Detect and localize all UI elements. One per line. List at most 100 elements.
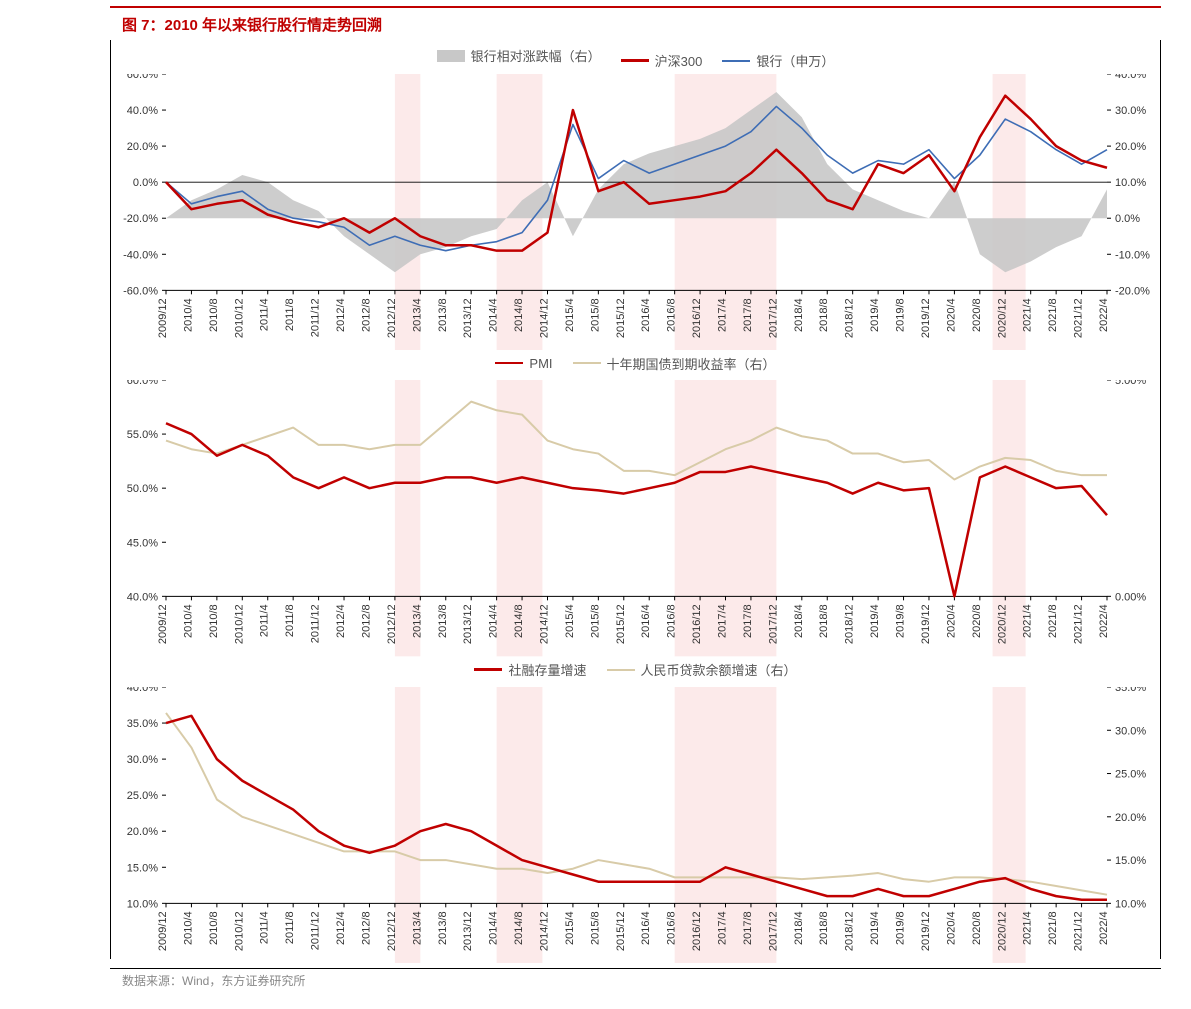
x-tick-label: 2017/8 bbox=[742, 605, 754, 639]
series-tsf bbox=[166, 716, 1107, 900]
x-tick-label: 2011/8 bbox=[284, 911, 296, 944]
x-tick-label: 2020/8 bbox=[971, 298, 983, 332]
x-tick-label: 2022/4 bbox=[1098, 298, 1110, 332]
figure-title: 图 7：2010 年以来银行股行情走势回溯 bbox=[122, 14, 382, 35]
y-right-tick-label: 5.00% bbox=[1115, 380, 1146, 387]
x-tick-label: 2013/8 bbox=[437, 605, 449, 639]
x-tick-label: 2016/12 bbox=[691, 298, 703, 338]
x-tick-label: 2010/12 bbox=[233, 911, 245, 951]
x-tick-label: 2018/8 bbox=[818, 298, 830, 332]
chart-panel-3: 社融存量增速人民币贷款余额增速（右）10.0%15.0%20.0%25.0%30… bbox=[111, 653, 1160, 959]
y-left-tick-label: 60.0% bbox=[127, 380, 158, 387]
x-tick-label: 2016/8 bbox=[666, 298, 678, 332]
legend-item: 银行相对涨跌幅（右） bbox=[437, 46, 601, 65]
x-tick-label: 2015/8 bbox=[589, 911, 601, 945]
y-left-tick-label: 20.0% bbox=[127, 826, 158, 838]
x-tick-label: 2017/12 bbox=[767, 605, 779, 645]
y-right-tick-label: -20.0% bbox=[1115, 285, 1150, 297]
x-tick-label: 2010/12 bbox=[233, 605, 245, 645]
x-tick-label: 2019/8 bbox=[895, 911, 907, 945]
y-right-tick-label: 40.0% bbox=[1115, 74, 1146, 81]
x-tick-label: 2013/4 bbox=[411, 911, 423, 945]
x-tick-label: 2014/8 bbox=[513, 911, 525, 945]
y-left-tick-label: 45.0% bbox=[127, 538, 158, 550]
x-tick-label: 2011/4 bbox=[259, 605, 271, 638]
x-tick-label: 2020/8 bbox=[971, 911, 983, 945]
x-tick-label: 2019/4 bbox=[869, 911, 881, 945]
figure-container: 图 7：2010 年以来银行股行情走势回溯 银行相对涨跌幅（右） 沪深300 银行（… bbox=[0, 0, 1191, 1009]
x-tick-label: 2014/12 bbox=[538, 911, 550, 951]
y-left-tick-label: 40.0% bbox=[127, 105, 158, 117]
legend-label: 银行（申万） bbox=[756, 51, 834, 70]
x-tick-label: 2013/4 bbox=[411, 298, 423, 332]
x-tick-label: 2014/8 bbox=[513, 605, 525, 639]
x-tick-label: 2012/4 bbox=[335, 605, 347, 639]
legend-item: 人民币贷款余额增速（右） bbox=[607, 660, 797, 679]
x-tick-label: 2019/8 bbox=[895, 298, 907, 332]
x-tick-label: 2010/4 bbox=[182, 298, 194, 332]
x-tick-label: 2011/12 bbox=[310, 298, 322, 337]
x-tick-label: 2013/12 bbox=[462, 911, 474, 951]
y-right-tick-label: 20.0% bbox=[1115, 811, 1146, 823]
x-tick-label: 2016/4 bbox=[640, 298, 652, 332]
x-tick-label: 2015/12 bbox=[615, 605, 627, 645]
y-left-tick-label: 55.0% bbox=[127, 429, 158, 441]
x-tick-label: 2011/8 bbox=[284, 605, 296, 638]
x-tick-label: 2010/8 bbox=[208, 911, 220, 945]
x-tick-label: 2010/4 bbox=[182, 605, 194, 639]
x-tick-label: 2013/4 bbox=[411, 605, 423, 639]
y-left-tick-label: 40.0% bbox=[127, 687, 158, 694]
y-left-tick-label: -60.0% bbox=[123, 285, 158, 297]
x-tick-label: 2021/12 bbox=[1073, 605, 1085, 645]
x-tick-label: 2021/4 bbox=[1022, 298, 1034, 332]
x-tick-label: 2016/8 bbox=[666, 605, 678, 639]
x-tick-label: 2010/8 bbox=[208, 298, 220, 332]
x-tick-label: 2011/12 bbox=[310, 605, 322, 644]
y-right-tick-label: 10.0% bbox=[1115, 177, 1146, 189]
x-tick-label: 2014/4 bbox=[488, 605, 500, 639]
x-tick-label: 2018/12 bbox=[844, 911, 856, 951]
x-tick-label: 2022/4 bbox=[1098, 605, 1110, 639]
x-tick-label: 2016/4 bbox=[640, 605, 652, 639]
x-tick-label: 2011/8 bbox=[284, 298, 296, 331]
header-rule bbox=[110, 6, 1161, 8]
x-tick-label: 2015/12 bbox=[615, 298, 627, 338]
chart-frame: 银行相对涨跌幅（右）沪深300银行（申万）-60.0%-40.0%-20.0%0… bbox=[110, 40, 1161, 959]
series-bond bbox=[166, 402, 1107, 480]
x-tick-label: 2015/8 bbox=[589, 605, 601, 639]
x-tick-label: 2020/4 bbox=[945, 298, 957, 332]
legend-swatch-line bbox=[607, 669, 635, 671]
legend-item: 沪深300 bbox=[621, 51, 703, 70]
y-right-tick-label: 20.0% bbox=[1115, 141, 1146, 153]
x-tick-label: 2011/4 bbox=[259, 298, 271, 331]
x-tick-label: 2009/12 bbox=[157, 911, 169, 951]
x-tick-label: 2021/8 bbox=[1047, 298, 1059, 332]
x-tick-label: 2015/4 bbox=[564, 298, 576, 332]
x-tick-label: 2014/8 bbox=[513, 298, 525, 332]
plot-svg: 40.0%45.0%50.0%55.0%60.0%0.00%5.00%2009/… bbox=[111, 380, 1162, 656]
x-tick-label: 2012/12 bbox=[386, 911, 398, 951]
x-tick-label: 2021/4 bbox=[1022, 605, 1034, 639]
x-tick-label: 2015/8 bbox=[589, 298, 601, 332]
x-tick-label: 2019/12 bbox=[920, 605, 932, 645]
y-left-tick-label: 10.0% bbox=[127, 898, 158, 910]
x-tick-label: 2012/4 bbox=[335, 298, 347, 332]
x-tick-label: 2010/4 bbox=[182, 911, 194, 945]
y-left-tick-label: 35.0% bbox=[127, 718, 158, 730]
y-left-tick-label: 30.0% bbox=[127, 754, 158, 766]
x-tick-label: 2012/8 bbox=[360, 605, 372, 639]
x-tick-label: 2020/4 bbox=[945, 911, 957, 945]
x-tick-label: 2019/12 bbox=[920, 911, 932, 951]
y-right-tick-label: 30.0% bbox=[1115, 105, 1146, 117]
x-tick-label: 2014/12 bbox=[538, 605, 550, 645]
x-tick-label: 2021/4 bbox=[1022, 911, 1034, 945]
y-left-tick-label: 0.0% bbox=[133, 177, 158, 189]
x-tick-label: 2012/8 bbox=[360, 911, 372, 945]
x-tick-label: 2011/12 bbox=[310, 911, 322, 950]
x-tick-label: 2020/12 bbox=[996, 605, 1008, 645]
chart-panel-2: PMI十年期国债到期收益率（右）40.0%45.0%50.0%55.0%60.0… bbox=[111, 346, 1160, 652]
x-tick-label: 2017/4 bbox=[717, 298, 729, 332]
x-tick-label: 2016/8 bbox=[666, 911, 678, 945]
legend-swatch-area bbox=[437, 50, 465, 62]
x-tick-label: 2015/4 bbox=[564, 911, 576, 945]
